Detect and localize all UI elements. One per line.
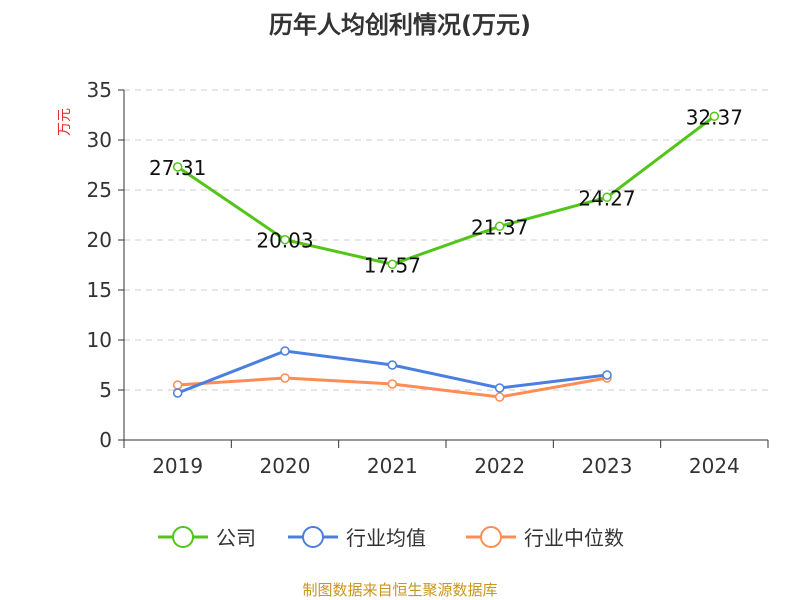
x-tick-label: 2021	[367, 454, 418, 478]
data-point	[280, 373, 290, 383]
x-tick-label: 2024	[689, 454, 740, 478]
y-tick-label: 20	[87, 228, 112, 252]
data-point	[387, 259, 398, 270]
y-tick-label: 30	[87, 128, 112, 152]
data-point	[172, 380, 183, 390]
data-label: 24.27	[578, 186, 635, 210]
data-label: 21.37	[471, 215, 528, 239]
data-point	[387, 360, 398, 370]
data-point	[387, 379, 398, 389]
legend-marker-icon	[172, 526, 194, 548]
data-point	[602, 370, 612, 380]
source-note: 制图数据来自恒生聚源数据库	[302, 581, 497, 599]
data-point	[494, 383, 505, 393]
data-point	[172, 388, 183, 398]
y-tick-label: 25	[87, 178, 112, 202]
y-axis-label: 万元	[57, 108, 73, 136]
data-label: 27.31	[149, 156, 206, 180]
data-label: 32.37	[686, 105, 743, 129]
data-point	[709, 111, 720, 122]
data-point	[280, 346, 290, 356]
x-tick-label: 2019	[152, 454, 203, 478]
data-point	[280, 234, 290, 245]
data-label: 17.57	[364, 253, 421, 277]
chart-title: 历年人均创利情况(万元)	[269, 11, 531, 39]
data-point	[494, 392, 505, 402]
legend-marker-icon	[480, 526, 502, 548]
legend-marker-icon	[302, 526, 324, 548]
legend-label: 公司	[216, 526, 256, 550]
x-tick-label: 2022	[474, 454, 525, 478]
y-tick-label: 15	[87, 278, 112, 302]
data-point	[494, 221, 505, 232]
data-point	[172, 162, 183, 172]
y-tick-label: 10	[87, 328, 112, 352]
data-label: 20.03	[256, 229, 313, 253]
x-tick-label: 2020	[260, 454, 311, 478]
data-point	[602, 192, 612, 203]
legend-label: 行业中位数	[524, 526, 624, 550]
x-tick-label: 2023	[582, 454, 633, 478]
y-tick-label: 0	[99, 428, 112, 452]
y-tick-label: 5	[99, 378, 112, 402]
y-tick-label: 35	[87, 78, 112, 102]
series-line-0	[176, 115, 716, 266]
legend-label: 行业均值	[346, 526, 426, 550]
